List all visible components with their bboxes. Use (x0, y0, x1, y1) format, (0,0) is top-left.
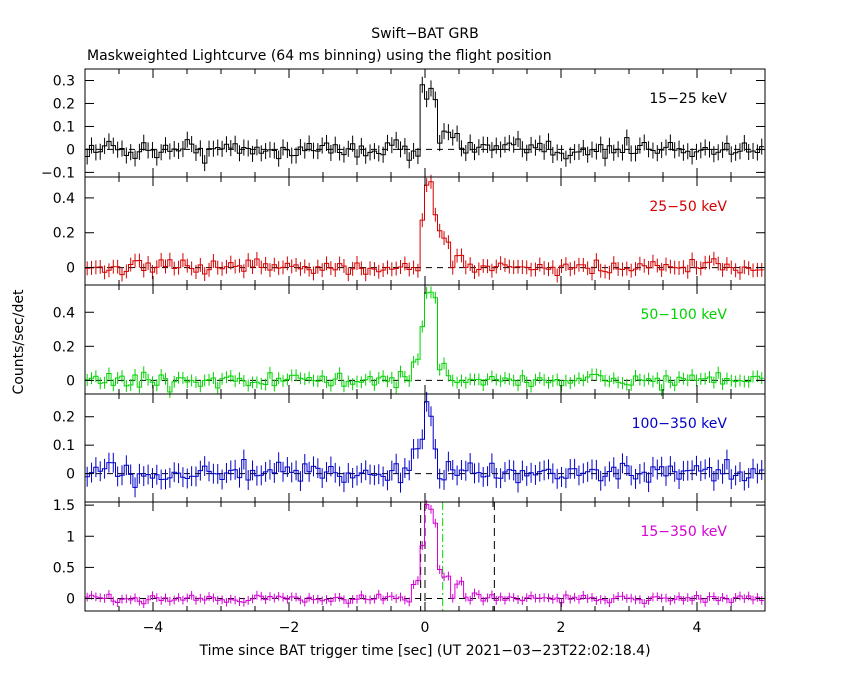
x-tick-label: −2 (279, 620, 300, 636)
panel-4: 0 0.5 1 1.5 15−350 keV (53, 498, 766, 612)
series-curve (85, 291, 764, 393)
band-label: 15−350 keV (640, 524, 727, 540)
y-tick-label: 0 (66, 142, 75, 158)
chart-subtitle: Maskweighted Lightcurve (64 ms binning) … (87, 48, 552, 64)
series-curve (85, 84, 764, 164)
y-tick-label: −0.1 (41, 165, 75, 181)
y-tick-label: 0 (66, 373, 75, 389)
panel-2: 0 0.2 0.4 50−100 keV (53, 284, 766, 398)
y-axis-label: Counts/sec/det (11, 289, 27, 394)
series-curve (85, 504, 764, 605)
band-label: 15−25 keV (649, 91, 727, 107)
y-tick-label: 0.4 (53, 191, 75, 207)
x-tick-label: 4 (693, 620, 702, 636)
y-tick-label: 1 (66, 529, 75, 545)
y-tick-label: 0 (66, 467, 75, 483)
chart-title: Swift−BAT GRB (371, 26, 478, 42)
y-tick-label: 0.2 (53, 410, 75, 426)
y-tick-label: 0.1 (53, 438, 75, 454)
series-curve (85, 181, 764, 276)
y-tick-label: 0.2 (53, 96, 75, 112)
y-tick-label: 0.2 (53, 226, 75, 242)
x-tick-label: 0 (421, 620, 430, 636)
panel-3: 0 0.1 0.2 100−350 keV (53, 391, 766, 503)
band-label: 50−100 keV (640, 307, 727, 323)
x-tick-label: 2 (557, 620, 566, 636)
y-tick-label: 0.2 (53, 339, 75, 355)
band-label: 25−50 keV (649, 199, 727, 215)
y-tick-label: 0.3 (53, 73, 75, 89)
panel-0: −0.1 0 0.1 0.2 0.3 15−25 keV (41, 68, 766, 181)
y-tick-label: 0 (66, 592, 75, 608)
y-tick-label: 0 (66, 261, 75, 277)
x-tick-label: −4 (143, 620, 164, 636)
y-tick-label: 0.1 (53, 119, 75, 135)
series-curve (85, 401, 764, 488)
x-axis-label: Time since BAT trigger time [sec] (UT 20… (198, 643, 650, 659)
y-tick-label: 0.4 (53, 305, 75, 321)
y-tick-label: 0.5 (53, 560, 75, 576)
y-tick-label: 1.5 (53, 498, 75, 514)
panel-1: 0 0.2 0.4 25−50 keV (53, 174, 766, 286)
band-label: 100−350 keV (632, 416, 728, 432)
